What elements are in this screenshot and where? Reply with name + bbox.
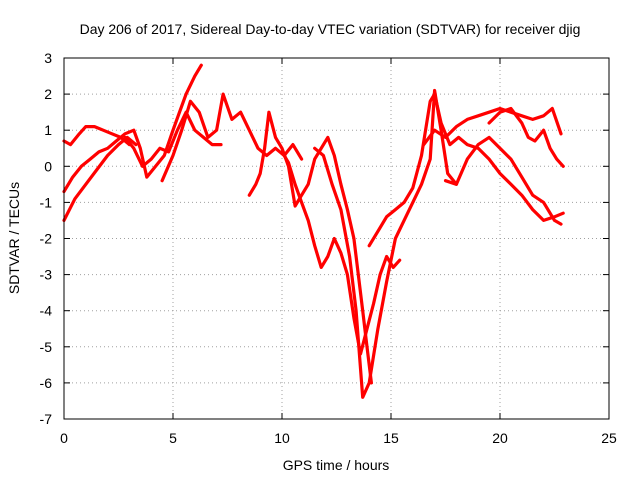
x-tick-label: 20 xyxy=(492,430,508,446)
series-line-1 xyxy=(62,124,131,147)
y-tick-label: -1 xyxy=(40,194,53,210)
x-tick-label: 25 xyxy=(601,430,617,446)
x-tick-label: 5 xyxy=(169,430,177,446)
series-line-11 xyxy=(443,135,563,226)
y-axis-label: SDTVAR / TECUs xyxy=(6,182,22,294)
y-tick-label: 0 xyxy=(44,158,52,174)
y-tick-label: -4 xyxy=(40,303,53,319)
y-tick-label: -3 xyxy=(40,267,53,283)
y-tick-label: -7 xyxy=(40,411,53,427)
x-tick-label: 10 xyxy=(274,430,290,446)
grid-lines xyxy=(64,58,609,419)
series-line-7 xyxy=(280,150,402,356)
y-tick-label: 1 xyxy=(44,122,52,138)
data-series xyxy=(62,63,565,399)
series-line-4 xyxy=(123,110,223,168)
series-line-6 xyxy=(247,110,373,385)
y-tick-label: -5 xyxy=(40,339,53,355)
y-tick-label: -2 xyxy=(40,231,53,247)
series-line-12 xyxy=(487,106,565,168)
series-line-5 xyxy=(160,92,304,183)
chart-title: Day 206 of 2017, Sidereal Day-to-day VTE… xyxy=(80,21,581,37)
x-tick-label: 15 xyxy=(383,430,399,446)
x-axis-label: GPS time / hours xyxy=(283,457,390,473)
series-line-3 xyxy=(62,63,203,194)
series-line-8 xyxy=(313,88,458,399)
y-tick-label: 2 xyxy=(44,86,52,102)
y-tick-label: -6 xyxy=(40,375,53,391)
series-line-10 xyxy=(422,106,563,147)
y-tick-label: 3 xyxy=(44,50,52,66)
x-tick-label: 0 xyxy=(60,430,68,446)
series-line-9 xyxy=(367,92,565,248)
